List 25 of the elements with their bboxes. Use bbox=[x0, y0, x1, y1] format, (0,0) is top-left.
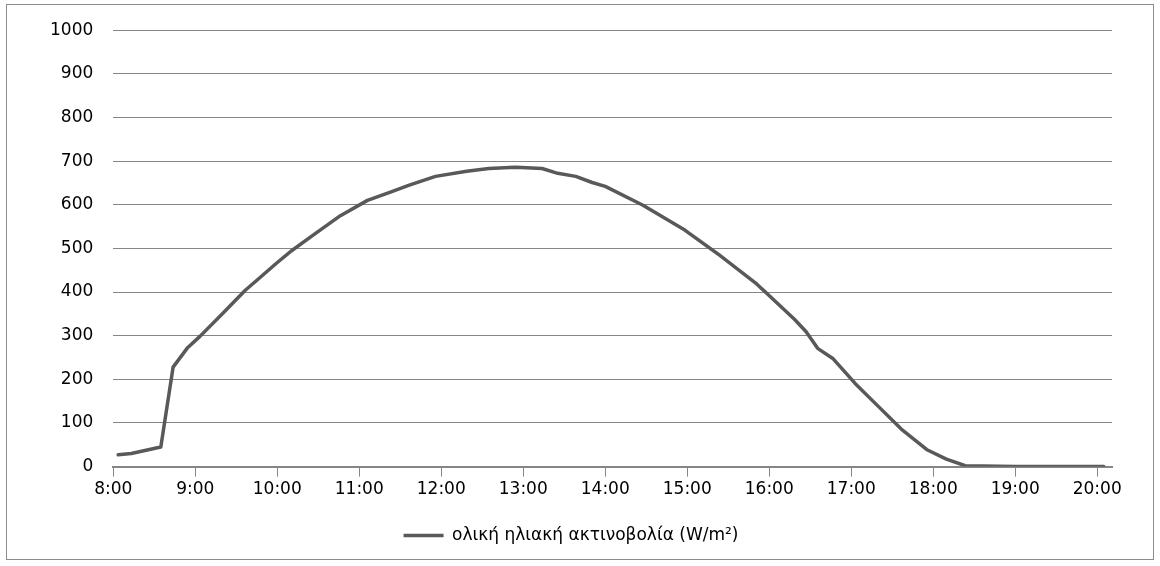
y-tick-label: 900 bbox=[60, 62, 94, 83]
x-tick-label: 12:00 bbox=[416, 478, 466, 499]
x-tick-label: 16:00 bbox=[744, 478, 794, 499]
x-tick-label: 15:00 bbox=[662, 478, 712, 499]
x-tick-label: 20:00 bbox=[1072, 478, 1122, 499]
y-tick-label: 100 bbox=[60, 411, 94, 432]
x-tick-label: 10:00 bbox=[252, 478, 302, 499]
x-tick-label: 11:00 bbox=[334, 478, 384, 499]
y-tick-label: 400 bbox=[60, 280, 94, 301]
x-tick-label: 19:00 bbox=[990, 478, 1040, 499]
x-tick-label: 18:00 bbox=[908, 478, 958, 499]
y-tick-label: 700 bbox=[60, 149, 94, 170]
y-tick-label: 0 bbox=[82, 455, 94, 476]
y-tick-label: 800 bbox=[60, 105, 94, 126]
x-tick-label: 14:00 bbox=[580, 478, 630, 499]
y-tick-label: 200 bbox=[60, 367, 94, 388]
y-tick-label: 500 bbox=[60, 236, 94, 257]
x-tick-label: 17:00 bbox=[826, 478, 876, 499]
x-tick-label: 9:00 bbox=[176, 478, 215, 499]
y-tick-label: 300 bbox=[60, 324, 94, 345]
legend-label: ολική ηλιακή ακτινοβολία (W/m²) bbox=[452, 523, 739, 544]
x-tick-label: 13:00 bbox=[498, 478, 548, 499]
x-tick-label: 8:00 bbox=[94, 478, 133, 499]
y-tick-label: 1000 bbox=[50, 18, 94, 39]
y-tick-label: 600 bbox=[60, 193, 94, 214]
